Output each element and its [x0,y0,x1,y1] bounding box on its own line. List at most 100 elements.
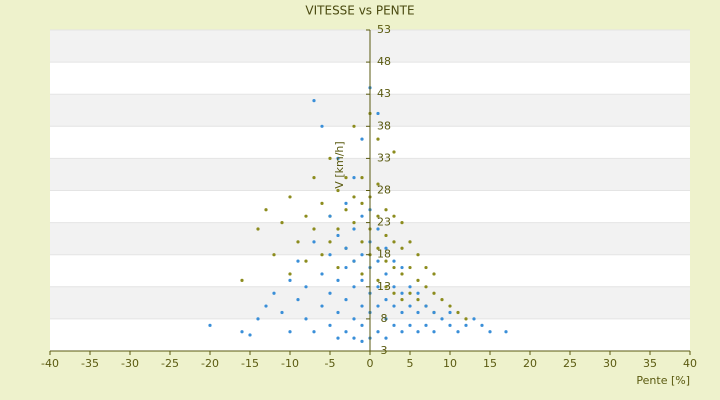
point [472,317,476,321]
point [424,304,428,308]
point [416,330,420,334]
point [352,259,356,263]
point [360,201,364,205]
point [288,195,292,199]
point [376,304,380,308]
point [312,227,316,231]
point [328,214,332,218]
point [392,304,396,308]
point [328,323,332,327]
point [344,246,348,250]
point [376,246,380,250]
point [240,278,244,282]
point [360,339,364,343]
point [424,285,428,289]
x-tick-label: 5 [407,357,414,370]
point [328,156,332,160]
point [336,156,340,160]
point [400,221,404,225]
x-axis-title: Pente [%] [636,374,690,387]
point [416,298,420,302]
y-tick-label: 38 [377,119,391,132]
point [384,233,388,238]
point [328,291,332,295]
point [384,285,388,289]
point [448,304,452,308]
point [424,265,428,270]
point [288,272,292,276]
point [320,124,324,128]
y-tick-label: 53 [377,23,391,36]
point [400,291,404,295]
point [336,227,340,231]
point [272,253,276,257]
point [376,227,380,231]
point [440,317,444,321]
point [400,310,404,315]
point [392,240,396,244]
x-tick-label: -15 [241,357,259,370]
point [304,214,308,218]
x-tick-label: 0 [367,357,374,370]
point [320,304,324,308]
point [432,330,436,334]
x-tick-label: -25 [161,357,179,370]
point [384,246,388,250]
y-tick-label: 43 [377,87,391,100]
point [384,208,388,212]
point [344,208,348,212]
point [352,227,356,231]
x-tick-label: 35 [643,357,657,370]
y-tick-label: 18 [377,248,391,261]
y-tick-label: 48 [377,55,391,68]
x-tick-label: -5 [325,357,336,370]
point [384,259,388,263]
point [272,291,276,295]
point [312,240,316,244]
point [344,265,348,270]
point [360,272,364,276]
point [376,285,380,289]
point [344,176,348,180]
point [248,333,252,337]
y-tick-label: 8 [381,312,388,325]
point [304,317,308,321]
x-tick-label: 40 [683,357,697,370]
point [376,259,380,263]
point [336,336,340,340]
point [448,323,452,327]
point [320,201,324,205]
point [288,330,292,334]
point [288,278,292,282]
x-tick-label: -35 [81,357,99,370]
x-tick-label: -20 [201,357,219,370]
point [296,259,300,263]
point [304,259,308,263]
point [336,310,340,315]
point [208,323,212,327]
point [360,240,364,244]
point [336,188,340,193]
point [336,265,340,270]
point [392,323,396,327]
point [360,214,364,218]
point [432,272,436,276]
point [336,278,340,282]
y-axis-title: V [km/h] [333,141,346,188]
point [416,310,420,315]
point [328,240,332,244]
y-tick-label: 28 [377,184,391,197]
point [352,124,356,128]
point [352,195,356,199]
point [296,240,300,244]
point [448,310,452,315]
point [304,285,308,289]
point [416,291,420,295]
point [400,298,404,302]
point [408,304,412,308]
point [376,278,380,282]
y-tick-label: 33 [377,151,391,164]
x-tick-label: 30 [603,357,617,370]
point [408,240,412,244]
